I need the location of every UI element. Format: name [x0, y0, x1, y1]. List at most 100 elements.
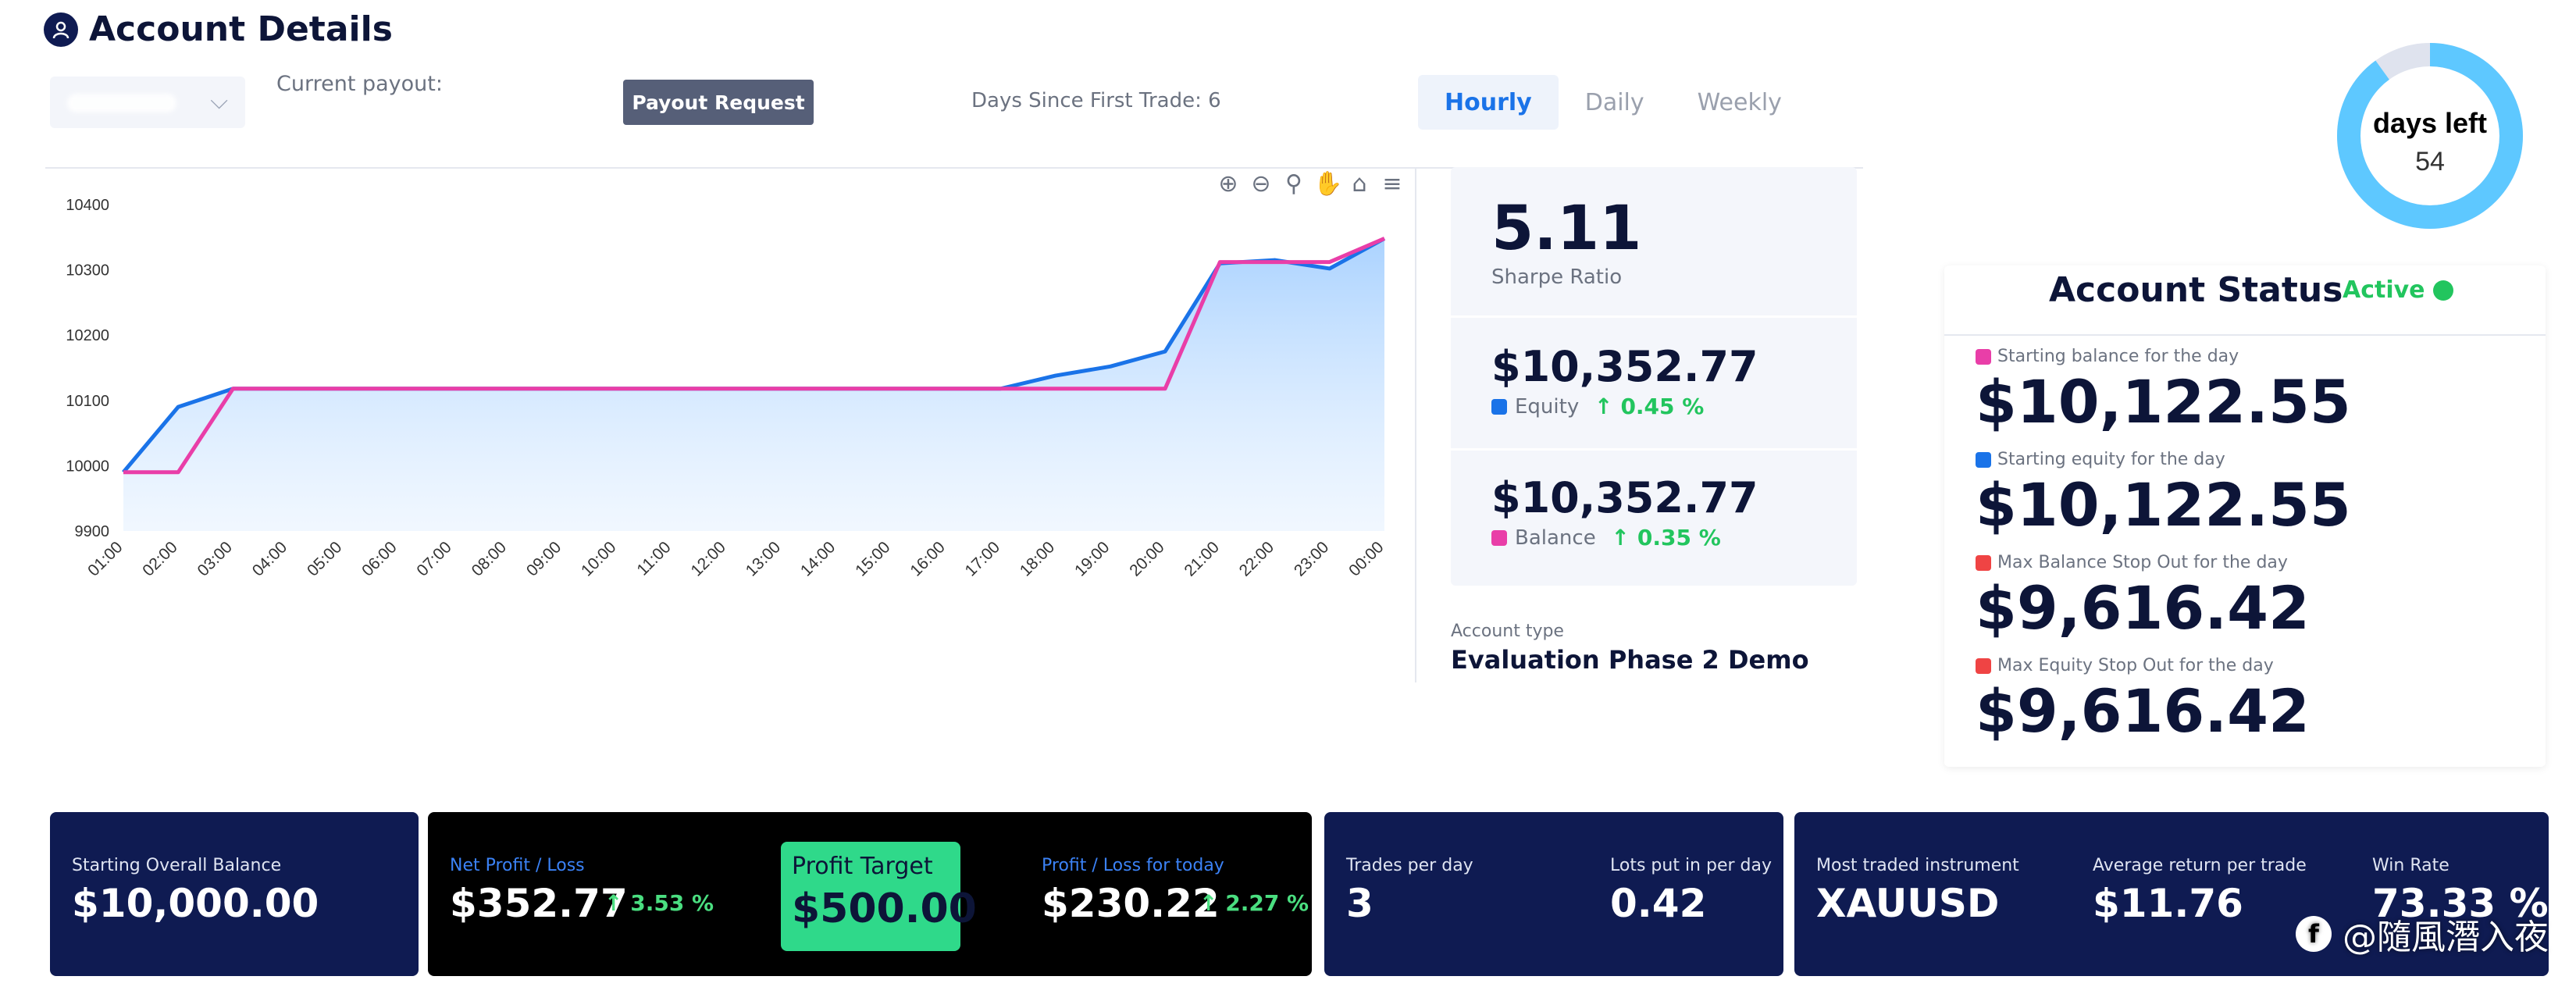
profit-target-value: $500.00	[792, 885, 977, 932]
status-item-value: $9,616.42	[1976, 676, 2310, 746]
tab-hourly[interactable]: Hourly	[1418, 75, 1559, 130]
y-tick-label: 10400	[66, 197, 109, 214]
balance-legend-dot	[1491, 529, 1507, 546]
y-tick-label: 9900	[75, 523, 110, 540]
red-dot-icon	[1976, 554, 1991, 571]
balance-value: $10,352.77	[1491, 473, 1758, 522]
days-left-ring: days left 54	[2337, 43, 2523, 229]
y-tick-label: 10300	[66, 262, 109, 280]
account-type-label: Account type	[1451, 622, 1564, 641]
x-tick-label: 04:00	[249, 538, 290, 579]
x-tick-label: 11:00	[633, 538, 674, 579]
x-tick-label: 22:00	[1236, 538, 1277, 579]
balance-line: Balance ↑ 0.35 %	[1491, 525, 1721, 551]
x-tick-label: 05:00	[304, 538, 345, 579]
balance-label: Balance	[1515, 526, 1596, 550]
x-tick-label: 14:00	[797, 538, 839, 579]
most-traded-label: Most traded instrument	[1816, 856, 2019, 875]
payout-request-button[interactable]: Payout Request	[623, 80, 814, 125]
x-tick-label: 15:00	[852, 538, 893, 579]
x-tick-label: 01:00	[84, 538, 126, 579]
tab-daily[interactable]: Daily	[1584, 88, 1644, 116]
equity-legend-dot	[1491, 398, 1507, 415]
x-tick-label: 12:00	[687, 538, 729, 579]
status-badge: Active	[2343, 276, 2453, 304]
status-item-value: $9,616.42	[1976, 573, 2310, 643]
tab-weekly[interactable]: Weekly	[1697, 88, 1782, 116]
red-dot-icon	[1976, 657, 1991, 674]
zoom-in-icon[interactable]: ⊕	[1218, 170, 1238, 198]
user-icon	[44, 12, 78, 47]
arrow-up-icon: ↑	[1199, 890, 1226, 916]
chart-toolbar: ⊕ ⊖ ⚲ ✋ ⌂ ≡	[1215, 170, 1406, 198]
arrow-up-icon: ↑	[1603, 525, 1630, 551]
watermark-text: @隨風潛入夜	[2343, 918, 2549, 957]
profit-target-label: Profit Target	[792, 853, 933, 880]
equity-label: Equity	[1515, 394, 1580, 419]
x-tick-label: 20:00	[1126, 538, 1167, 579]
sharpe-ratio-label: Sharpe Ratio	[1491, 265, 1623, 289]
days-left-value: 54	[2415, 147, 2445, 176]
redacted-account-number	[67, 94, 176, 112]
x-tick-label: 16:00	[907, 538, 948, 579]
magnify-icon[interactable]: ⚲	[1285, 170, 1302, 198]
x-tick-label: 09:00	[523, 538, 565, 579]
profit-target-card: Profit Target $500.00	[781, 842, 977, 951]
menu-icon[interactable]: ≡	[1382, 170, 1402, 198]
starting-balance-card: Starting Overall Balance $10,000.00	[50, 812, 419, 976]
active-dot-icon	[2432, 280, 2453, 301]
equity-value: $10,352.77	[1491, 342, 1758, 391]
x-tick-label: 10:00	[578, 538, 619, 579]
equity-balance-chart: 9900 10000 10100 10200 10300 10400 01:00 02:00…	[66, 197, 1387, 580]
avg-return-value: $11.76	[2093, 881, 2243, 926]
timeframe-tabs: Hourly Daily Weekly	[1418, 75, 1808, 130]
current-payout-label: Current payout:	[276, 72, 443, 96]
x-tick-label: 23:00	[1291, 538, 1332, 579]
pan-icon[interactable]: ✋	[1313, 170, 1343, 198]
win-rate-label: Win Rate	[2372, 856, 2450, 875]
instrument-card: Most traded instrument XAUUSD Average re…	[1794, 812, 2549, 976]
balance-change: 0.35 %	[1637, 525, 1721, 551]
equity-line: Equity ↑ 0.45 %	[1491, 394, 1704, 419]
status-item: Max Balance Stop Out for the day $9,616.…	[1976, 553, 2310, 638]
y-tick-label: 10200	[66, 327, 109, 344]
status-item-value: $10,122.55	[1976, 367, 2351, 436]
pl-today-value: $230.22	[1042, 881, 1220, 926]
avg-return-label: Average return per trade	[2093, 856, 2307, 875]
net-pl-label: Net Profit / Loss	[450, 856, 585, 875]
sharpe-ratio-value: 5.11	[1491, 194, 1642, 264]
account-status-title: Account Status	[2049, 270, 2343, 310]
lots-per-day-label: Lots put in per day	[1610, 856, 1772, 875]
home-icon[interactable]: ⌂	[1352, 170, 1367, 198]
pink-dot-icon	[1976, 348, 1991, 365]
page-header: Account Details	[44, 9, 393, 49]
starting-balance-value: $10,000.00	[72, 881, 319, 926]
facebook-icon: f	[2296, 916, 2332, 952]
account-select[interactable]: ⌵	[50, 77, 245, 128]
x-tick-label: 08:00	[469, 538, 510, 579]
x-tick-label: 06:00	[358, 538, 400, 579]
y-tick-label: 10100	[66, 393, 109, 410]
account-status-card: Account Status Active Starting balance f…	[1944, 265, 2546, 767]
pl-today-label: Profit / Loss for today	[1042, 856, 1224, 875]
chart-divider-right	[1415, 167, 1416, 682]
x-tick-label: 00:00	[1345, 538, 1387, 579]
status-item-label: Starting equity for the day	[1997, 450, 2225, 469]
status-separator	[1944, 334, 2546, 336]
x-tick-label: 03:00	[194, 538, 236, 579]
x-tick-label: 07:00	[413, 538, 454, 579]
equity-area	[123, 238, 1384, 531]
net-pl-value: $352.77	[450, 881, 628, 926]
equity-change: 0.45 %	[1620, 394, 1705, 419]
trades-per-day-value: 3	[1346, 881, 1374, 926]
win-rate-value: 73.33 %	[2372, 881, 2549, 926]
blue-dot-icon	[1976, 451, 1991, 468]
status-item: Starting equity for the day $10,122.55	[1976, 450, 2351, 535]
panel-separator	[1451, 448, 1857, 451]
page-title: Account Details	[89, 9, 393, 49]
pl-today-change: ↑ 2.27 %	[1199, 890, 1309, 916]
status-item: Max Equity Stop Out for the day $9,616.4…	[1976, 656, 2310, 741]
zoom-out-icon[interactable]: ⊖	[1251, 170, 1271, 198]
status-item-label: Max Equity Stop Out for the day	[1997, 656, 2274, 675]
chart-divider-top	[45, 167, 1863, 169]
